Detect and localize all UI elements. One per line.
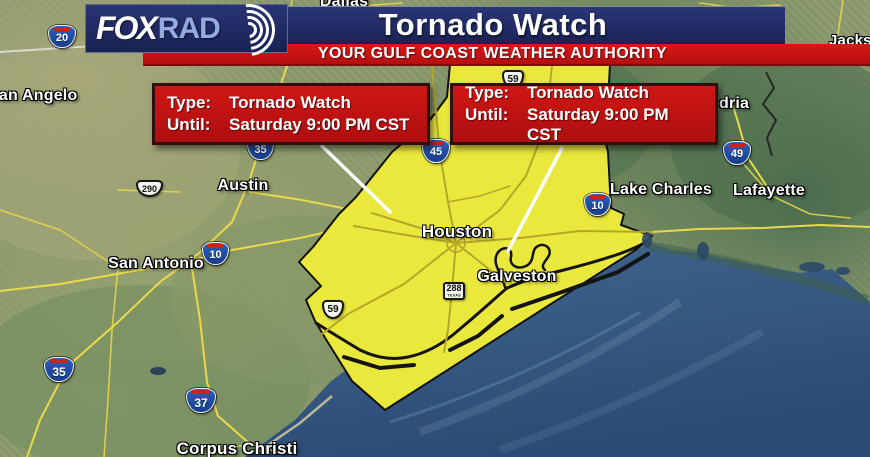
interstate-45-number: 45 <box>429 146 443 158</box>
interstate-35-number: 35 <box>254 144 267 156</box>
interstate-shield-band <box>54 27 70 31</box>
us-59-number: 59 <box>327 304 339 315</box>
interstate-shield-band <box>590 195 605 199</box>
coastline <box>314 240 650 371</box>
title-banner: Tornado Watch <box>253 6 785 44</box>
authority-banner-text: YOUR GULF COAST WEATHER AUTHORITY <box>317 45 668 62</box>
city-label-dallas: Dallas <box>319 0 369 10</box>
authority-banner: YOUR GULF COAST WEATHER AUTHORITY <box>143 44 870 66</box>
river <box>761 71 778 157</box>
interstate-35-shield: 35 <box>44 357 74 382</box>
pointer-line-left <box>320 144 392 214</box>
until-label: Until: <box>167 115 211 134</box>
tx-288-number: 288 <box>446 282 462 293</box>
us-290-shield: 290 <box>136 180 163 197</box>
interstate-20-number: 20 <box>55 32 69 44</box>
galveston-bay-outline <box>494 243 551 289</box>
interstate-shield-band <box>729 143 745 147</box>
until-value: Saturday 9:00 PM CST <box>229 115 410 134</box>
interstate-shield-band <box>428 141 444 145</box>
city-label-austin: Austin <box>217 177 269 194</box>
type-value: Tornado Watch <box>527 83 649 102</box>
tx-288-state-label: TEXAS <box>447 293 461 298</box>
logo-rad-text: RAD <box>157 11 221 45</box>
gulf-wave-streak <box>418 298 683 436</box>
interstate-10-east-shield: 10 <box>584 193 611 216</box>
interstate-shield-band <box>50 359 68 363</box>
interstate-20-shield: 20 <box>48 25 76 48</box>
interstate-49-number: 49 <box>730 148 744 160</box>
corpus-barrier-island <box>257 395 333 454</box>
pointer-line-right <box>506 146 564 253</box>
city-label-lake-charles: Lake Charles <box>609 181 713 198</box>
tx-288-shield: 288 TEXAS <box>443 282 465 300</box>
watch-info-box-right: Type: Tornado Watch Until: Saturday 9:00… <box>450 83 718 145</box>
city-label-lafayette: Lafayette <box>732 182 806 199</box>
us-290-number: 290 <box>141 183 158 194</box>
type-label: Type: <box>465 83 510 102</box>
interstate-10-number: 10 <box>209 249 222 261</box>
type-value: Tornado Watch <box>229 93 351 112</box>
us-59-shield: 59 <box>322 300 344 319</box>
interstate-10-west-shield: 10 <box>202 242 229 265</box>
gulf-water <box>245 243 870 457</box>
logo-fox-text: FOX <box>96 10 158 46</box>
page-title: Tornado Watch <box>378 7 608 42</box>
interstate-49-shield: 49 <box>723 141 751 165</box>
lakes <box>150 232 850 375</box>
interstate-shield-band <box>208 244 223 248</box>
until-value: Saturday 9:00 PM CST <box>527 105 669 144</box>
interstate-10-number: 10 <box>591 200 604 212</box>
interstate-37-shield: 37 <box>186 388 216 413</box>
us-59-number: 59 <box>507 74 519 85</box>
interstate-shield-band <box>192 390 210 394</box>
watch-info-box-left: Type: Tornado Watch Until: Saturday 9:00… <box>152 83 430 145</box>
city-label-alexandria-partial: dria <box>719 95 750 112</box>
city-label-corpus-christi: Corpus Christi <box>176 439 298 457</box>
city-label-galveston: Galveston <box>477 268 557 285</box>
type-label: Type: <box>167 93 212 112</box>
gulf-wave-streak <box>498 328 764 454</box>
interstate-35-number: 35 <box>52 365 66 379</box>
city-label-houston: Houston <box>421 222 493 241</box>
foxrad-logo: FOX RAD <box>85 0 288 67</box>
gulf-wave-streak <box>389 310 641 424</box>
pointer-lines <box>320 144 564 253</box>
louisiana-marsh-coast <box>649 241 870 305</box>
city-label-san-angelo: San Angelo <box>0 87 78 104</box>
interstate-37-number: 37 <box>194 396 208 410</box>
city-label-san-antonio: San Antonio <box>108 255 204 272</box>
until-label: Until: <box>465 105 509 124</box>
